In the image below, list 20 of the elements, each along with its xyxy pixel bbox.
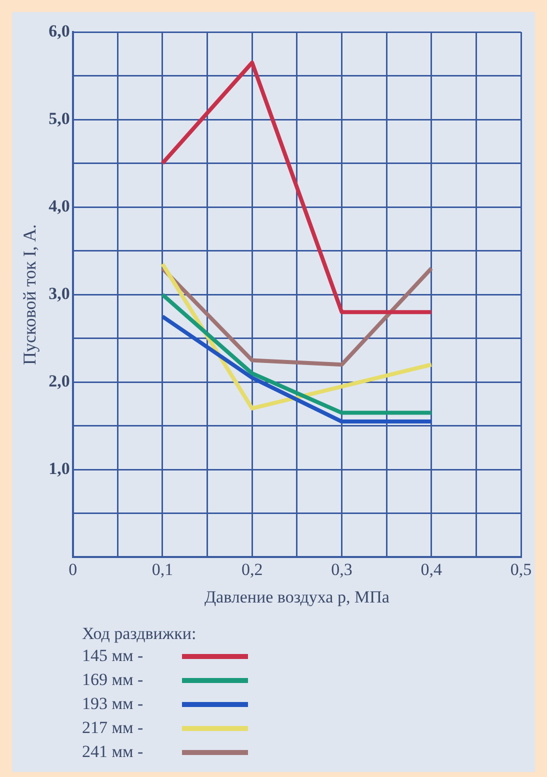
x-tick-label: 0,1	[152, 560, 174, 579]
y-tick-label: 3,0	[48, 284, 70, 303]
x-tick-label: 0,3	[331, 560, 352, 579]
x-axis-title: Давление воздуха p, МПа	[204, 587, 390, 606]
legend-label: 145 мм -	[82, 646, 144, 666]
y-tick-label: 5,0	[48, 108, 70, 128]
legend-label: 193 мм -	[82, 694, 144, 714]
y-tick-label: 6,0	[48, 21, 70, 40]
legend-title: Ход раздвижки:	[82, 624, 198, 644]
x-tick-label: 0	[68, 560, 78, 579]
y-axis-title: Пусковой ток I, А.	[20, 224, 40, 365]
legend-label: 241 мм -	[82, 742, 144, 762]
y-tick-label: 4,0	[48, 196, 70, 216]
legend-label: 217 мм -	[82, 718, 144, 738]
x-tick-label: 0,5	[510, 560, 532, 579]
y-tick-label: 1,0	[48, 459, 70, 478]
legend-label: 169 мм -	[82, 670, 144, 690]
x-tick-label: 0,4	[420, 560, 442, 579]
x-tick-label: 0,2	[241, 560, 263, 579]
y-tick-label: 2,0	[48, 372, 70, 391]
